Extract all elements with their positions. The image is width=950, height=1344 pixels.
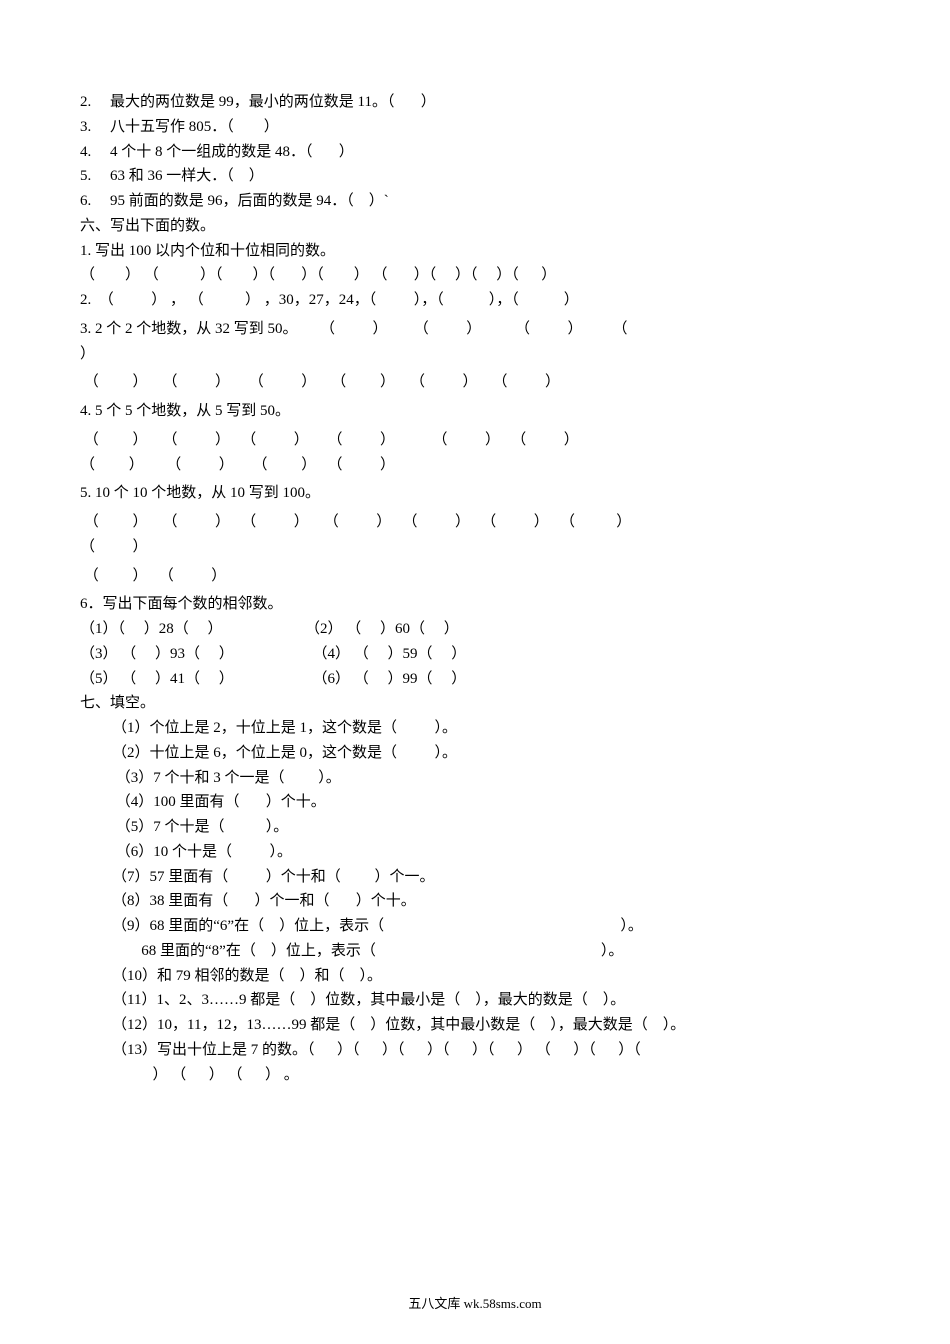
section-6-2: 2. （ ） ， （ ） ，30，27，24，（ ），（ ），（ ）	[80, 288, 870, 313]
section-7-12: （12）10，11，12，13……99 都是（ ）位数，其中最小数是（ ），最大…	[80, 1013, 870, 1038]
section-6-3: 3. 2 个 2 个地数，从 32 写到 50。 （ ） （ ） （ ） （	[80, 317, 870, 342]
section-6-5: 5. 10 个 10 个地数，从 10 写到 100。	[80, 481, 870, 506]
section-6-title: 六、写出下面的数。	[80, 214, 870, 239]
section-7-7: （7）57 里面有（ ）个十和（ ）个一。	[80, 865, 870, 890]
question-2: 2. 最大的两位数是 99，最小的两位数是 11。（ ）	[80, 90, 870, 115]
section-6-1-blanks: （ ） （ ）（ ）（ ）（ ） （ ）（ ）（ ）（ ）	[80, 263, 870, 288]
section-6-4b: （ ） （ ） （ ） （ ） （ ） （ ）	[80, 428, 870, 453]
section-7-10: （10）和 79 相邻的数是（ ）和（ ）。	[80, 964, 870, 989]
section-7-6: （6）10 个十是（ ）。	[80, 840, 870, 865]
section-7-title: 七、填空。	[80, 691, 870, 716]
section-7-8: （8）38 里面有（ ）个一和（ ）个十。	[80, 889, 870, 914]
question-3: 3. 八十五写作 805．（ ）	[80, 115, 870, 140]
section-7-11: （11）1、2、3……9 都是（ ）位数，其中最小是（ ），最大的数是（ ）。	[80, 988, 870, 1013]
section-7-2: （2）十位上是 6，个位上是 0，这个数是（ ）。	[80, 741, 870, 766]
section-7-5: （5）7 个十是（ ）。	[80, 815, 870, 840]
section-6-6-5-6: （5） （ ）41（ ） （6） （ ）99（ ）	[80, 667, 870, 692]
section-7-9b: 68 里面的“8”在（ ）位上，表示（ ）。	[80, 939, 870, 964]
section-6-4c: （ ） （ ） （ ） （ ）	[80, 453, 870, 478]
section-7-9a: （9）68 里面的“6”在（ ）位上，表示（ ）。	[80, 914, 870, 939]
section-7-3: （3）7 个十和 3 个一是（ ）。	[80, 766, 870, 791]
page-footer: 五八文库 wk.58sms.com	[0, 1293, 950, 1314]
section-6-6: 6．写出下面每个数的相邻数。	[80, 592, 870, 617]
section-6-3b: ）	[80, 342, 870, 367]
section-6-1: 1. 写出 100 以内个位和十位相同的数。	[80, 239, 870, 264]
section-7-1: （1）个位上是 2，十位上是 1，这个数是（ ）。	[80, 716, 870, 741]
section-6-5c: （ ）	[80, 535, 870, 560]
question-5: 5. 63 和 36 一样大．（ ）	[80, 164, 870, 189]
section-6-6-1-2: （1）（ ）28（ ） （2） （ ）60（ ）	[80, 617, 870, 642]
section-7-13b: ） （ ） （ ） 。	[80, 1063, 870, 1088]
section-6-4: 4. 5 个 5 个地数，从 5 写到 50。	[80, 399, 870, 424]
section-6-3c: （ ） （ ） （ ） （ ） （ ） （ ）	[80, 370, 870, 395]
section-6-5b: （ ） （ ） （ ） （ ） （ ） （ ） （ ）	[80, 510, 870, 535]
section-7-13a: （13）写出十位上是 7 的数。（ ）（ ）（ ）（ ）（ ） （ ）（ ）（	[80, 1038, 870, 1063]
section-6-5d: （ ） （ ）	[80, 564, 870, 589]
question-6: 6. 95 前面的数是 96，后面的数是 94．（ ）`	[80, 189, 870, 214]
question-4: 4. 4 个十 8 个一组成的数是 48．（ ）	[80, 140, 870, 165]
section-7-4: （4）100 里面有（ ）个十。	[80, 790, 870, 815]
section-6-6-3-4: （3） （ ）93（ ） （4） （ ）59（ ）	[80, 642, 870, 667]
worksheet-page: 2. 最大的两位数是 99，最小的两位数是 11。（ ） 3. 八十五写作 80…	[0, 0, 950, 1344]
